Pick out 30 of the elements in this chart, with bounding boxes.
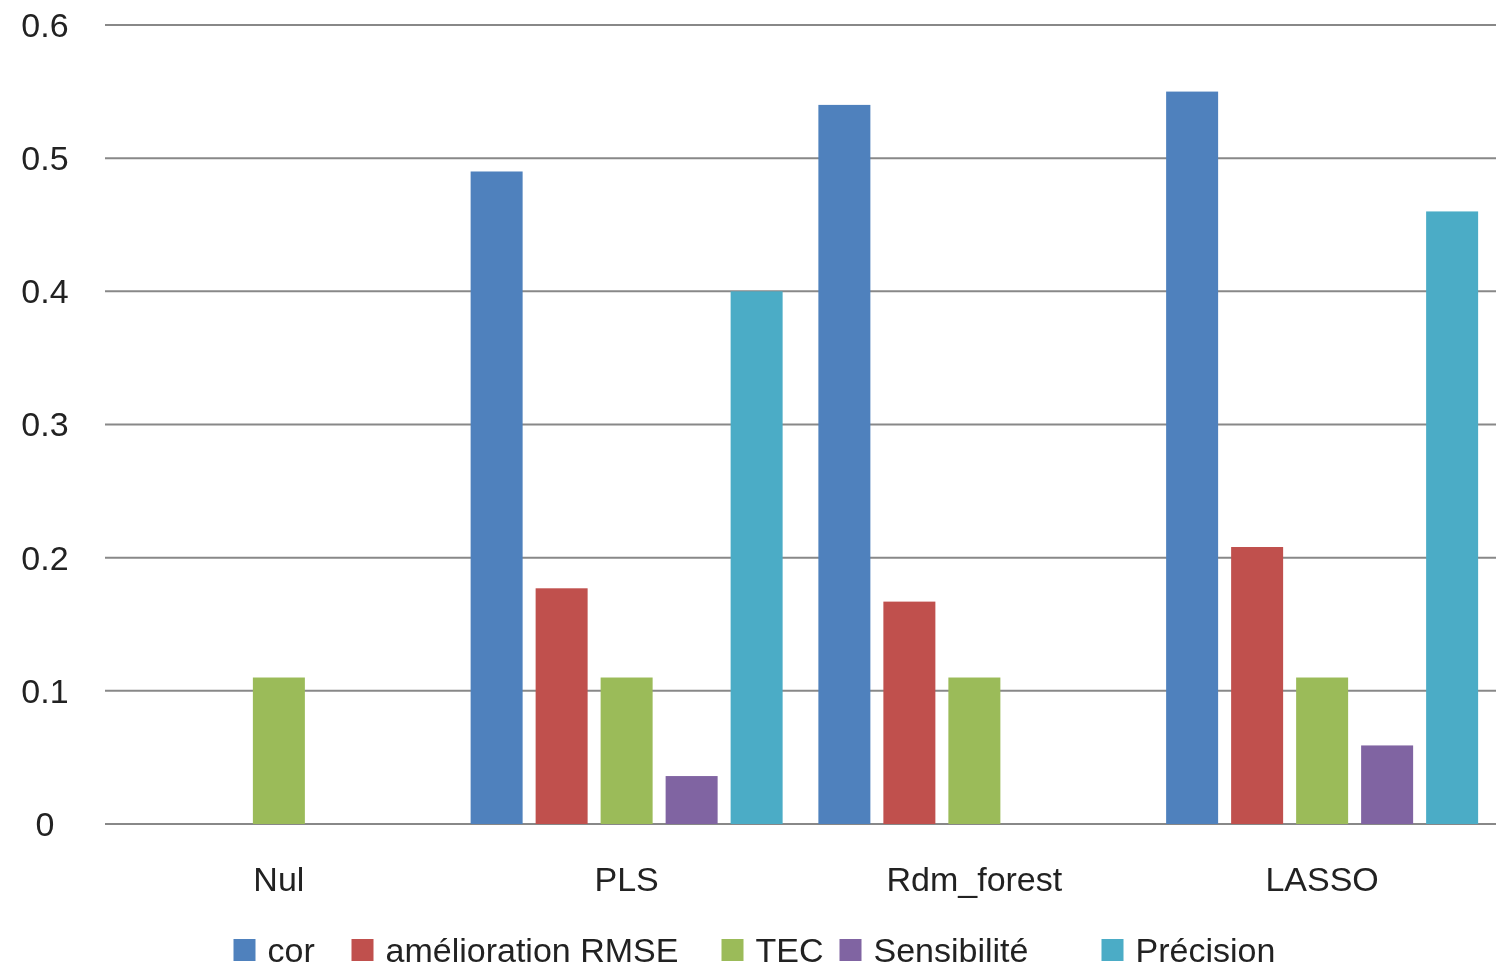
bar [665,776,718,824]
bar [470,171,523,824]
y-tick-label: 0.5 [21,139,69,178]
bar [818,104,871,824]
x-tick-label: PLS [594,859,659,898]
bar [1426,211,1479,824]
bar [535,588,588,824]
bar [1361,745,1414,824]
legend-label: Précision [1135,930,1276,968]
y-tick-label: 0.1 [21,671,69,710]
bar [1166,91,1219,824]
bar [1296,677,1349,824]
x-tick-label: Rdm_forest [886,859,1063,898]
bar [883,601,936,824]
x-tick-label: Nul [253,859,305,898]
bar [252,677,305,824]
legend-label: cor [267,930,315,968]
legend-label: TEC [755,930,824,968]
legend-label: amélioration RMSE [385,930,679,968]
y-tick-label: 0 [35,804,55,843]
bar [1231,547,1284,824]
y-tick-label: 0.2 [21,538,69,577]
bar [948,677,1001,824]
bar [600,677,653,824]
legend-label: Sensibilité [873,930,1029,968]
x-tick-label: LASSO [1265,859,1379,898]
y-tick-label: 0.6 [21,5,69,44]
y-tick-label: 0.3 [21,405,69,444]
bar [730,291,783,824]
y-tick-label: 0.4 [21,272,69,311]
